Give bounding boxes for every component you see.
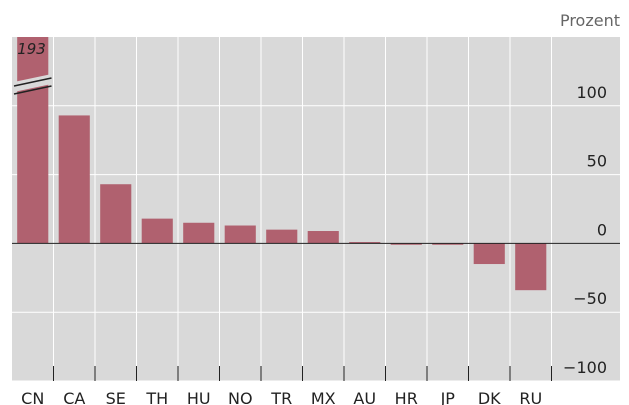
bar	[390, 243, 422, 245]
x-tick-label: RU	[519, 389, 542, 405]
y-tick-label: −50	[573, 289, 607, 308]
y-tick-label: 100	[576, 83, 607, 102]
bar	[141, 218, 173, 244]
break-mark	[13, 85, 52, 95]
break-mark	[13, 77, 52, 87]
x-tick-label: TH	[145, 389, 168, 405]
bar	[307, 231, 339, 244]
x-tick-label: HU	[187, 389, 211, 405]
bar	[58, 115, 90, 244]
bars	[17, 37, 547, 291]
unit-label: Prozent	[560, 11, 620, 30]
x-tick-label: TR	[270, 389, 292, 405]
bar	[17, 37, 49, 244]
x-tick-label: AU	[353, 389, 376, 405]
bar	[349, 242, 381, 244]
x-tick-label: DK	[478, 389, 501, 405]
bar	[183, 222, 215, 244]
bar	[266, 229, 298, 244]
y-tick-label: 50	[587, 152, 607, 171]
x-tick-label: MX	[311, 389, 336, 405]
bar	[473, 243, 505, 265]
bar	[515, 243, 547, 291]
x-tick-label: HR	[395, 389, 418, 405]
x-tick-label: NO	[228, 389, 253, 405]
bar	[224, 225, 256, 244]
value-label: 193	[17, 40, 46, 58]
bar	[432, 243, 464, 245]
x-tick-label: CA	[63, 389, 85, 405]
y-tick-label: 0	[597, 220, 607, 239]
break-gap	[16, 74, 50, 92]
x-tick-label: SE	[106, 389, 126, 405]
x-tick-label: JP	[440, 389, 456, 405]
bar	[100, 184, 132, 244]
x-tick-label: CN	[21, 389, 44, 405]
y-tick-label: −100	[563, 358, 607, 377]
